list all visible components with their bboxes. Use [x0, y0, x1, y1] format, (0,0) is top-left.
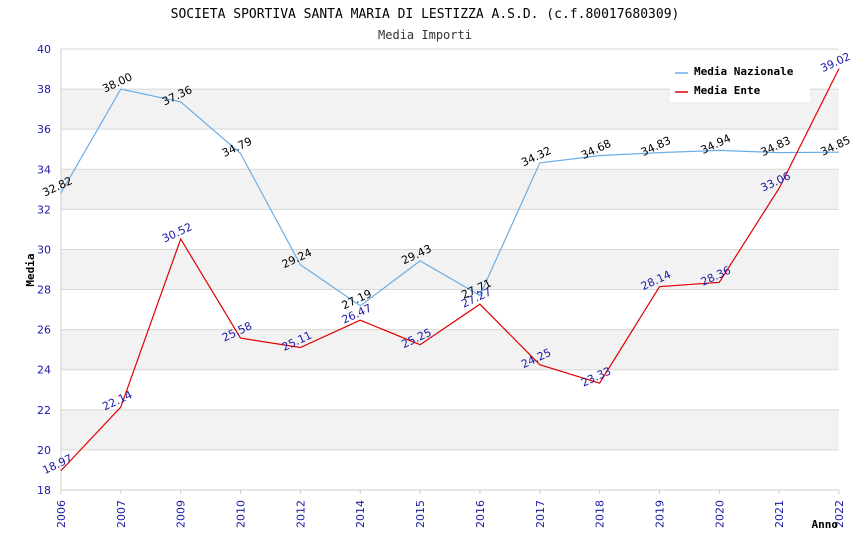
y-tick-label: 26: [37, 324, 51, 337]
legend-label-media-ente: Media Ente: [694, 84, 761, 97]
y-tick-label: 40: [37, 43, 51, 56]
data-label: 34.68: [579, 137, 613, 162]
legend: Media Nazionale Media Ente: [670, 60, 810, 102]
background-bands: [61, 89, 839, 450]
x-tick-label: 2018: [594, 500, 607, 528]
x-tick-label: 2021: [773, 500, 786, 528]
x-tick-label: 2016: [474, 500, 487, 528]
band: [61, 409, 839, 450]
data-label: 30.52: [160, 220, 194, 245]
x-tick-label: 2010: [235, 500, 248, 528]
y-tick-label: 20: [37, 444, 51, 457]
legend-box: [670, 60, 810, 102]
y-tick-label: 32: [37, 203, 51, 216]
gridlines: [61, 48, 839, 491]
x-tick-label: 2020: [713, 500, 726, 528]
data-label: 34.83: [639, 134, 673, 159]
y-tick-label: 22: [37, 404, 51, 417]
x-tick-label: 2019: [653, 500, 666, 528]
x-tick-label: 2014: [354, 500, 367, 528]
data-label: 39.02: [818, 50, 850, 75]
x-tick-label: 2012: [294, 500, 307, 528]
data-label: 34.94: [699, 132, 733, 157]
data-label: 34.83: [759, 134, 793, 159]
y-tick-label: 28: [37, 284, 51, 297]
x-tick-label: 2009: [175, 500, 188, 528]
chart-title: SOCIETA SPORTIVA SANTA MARIA DI LESTIZZA…: [171, 7, 680, 22]
data-label: 34.32: [519, 144, 553, 169]
x-tick-label: 2015: [414, 500, 427, 528]
x-tick-label: 2007: [115, 500, 128, 528]
axes: [60, 49, 840, 494]
series-line-media-ente: [60, 68, 840, 472]
x-axis-label: Anno: [812, 518, 839, 531]
y-axis-label: Media: [24, 253, 37, 286]
chart-subtitle: Media Importi: [378, 28, 472, 42]
data-label: 34.79: [220, 135, 254, 160]
legend-label-media-nazionale: Media Nazionale: [694, 65, 794, 78]
y-tick-label: 38: [37, 83, 51, 96]
band: [61, 329, 839, 370]
x-tick-label: 2017: [534, 500, 547, 528]
x-tick-label: 2022: [833, 500, 846, 528]
series-lines: [60, 68, 840, 472]
y-tick-label: 30: [37, 243, 51, 256]
y-tick-label: 18: [37, 484, 51, 497]
y-tick-label: 34: [37, 163, 51, 176]
series-line-media-nazionale: [60, 88, 840, 307]
y-tick-label: 24: [37, 364, 51, 377]
y-tick-label: 36: [37, 123, 51, 136]
band: [61, 169, 839, 210]
x-tick-label: 2006: [55, 500, 68, 528]
y-tick-labels: 18 20 22 24 26 28 30 32 34 36 38 40: [37, 43, 51, 497]
data-label: 34.85: [818, 134, 850, 159]
x-tick-labels: 2006 2007 2009 2010 2012 2014 2015 2016 2017 2018…: [55, 500, 846, 528]
